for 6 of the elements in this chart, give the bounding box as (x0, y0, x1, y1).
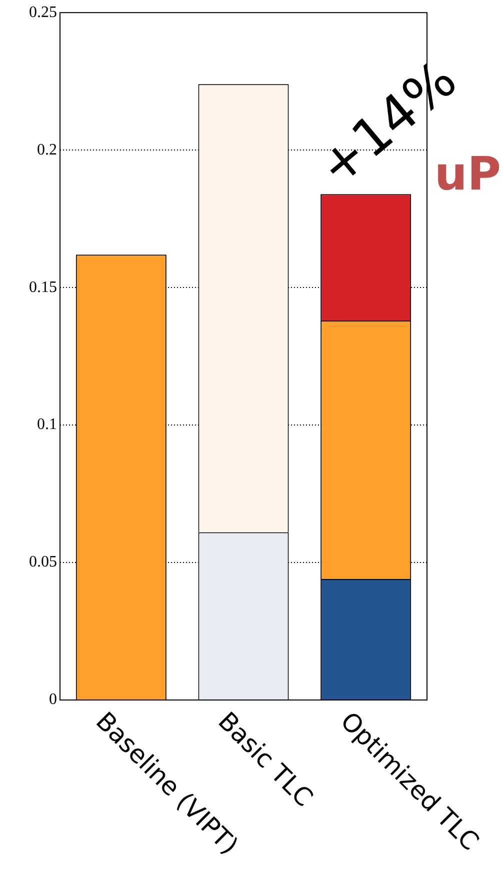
y-tick-label: 0.15 (29, 278, 57, 296)
y-tick-label: 0.2 (37, 141, 57, 158)
y-tick-label: 0.05 (29, 554, 57, 571)
y-tick-label: 0.1 (37, 416, 57, 434)
y-tick-label: 0.25 (29, 4, 57, 21)
y-tick-label: 0 (49, 691, 57, 708)
